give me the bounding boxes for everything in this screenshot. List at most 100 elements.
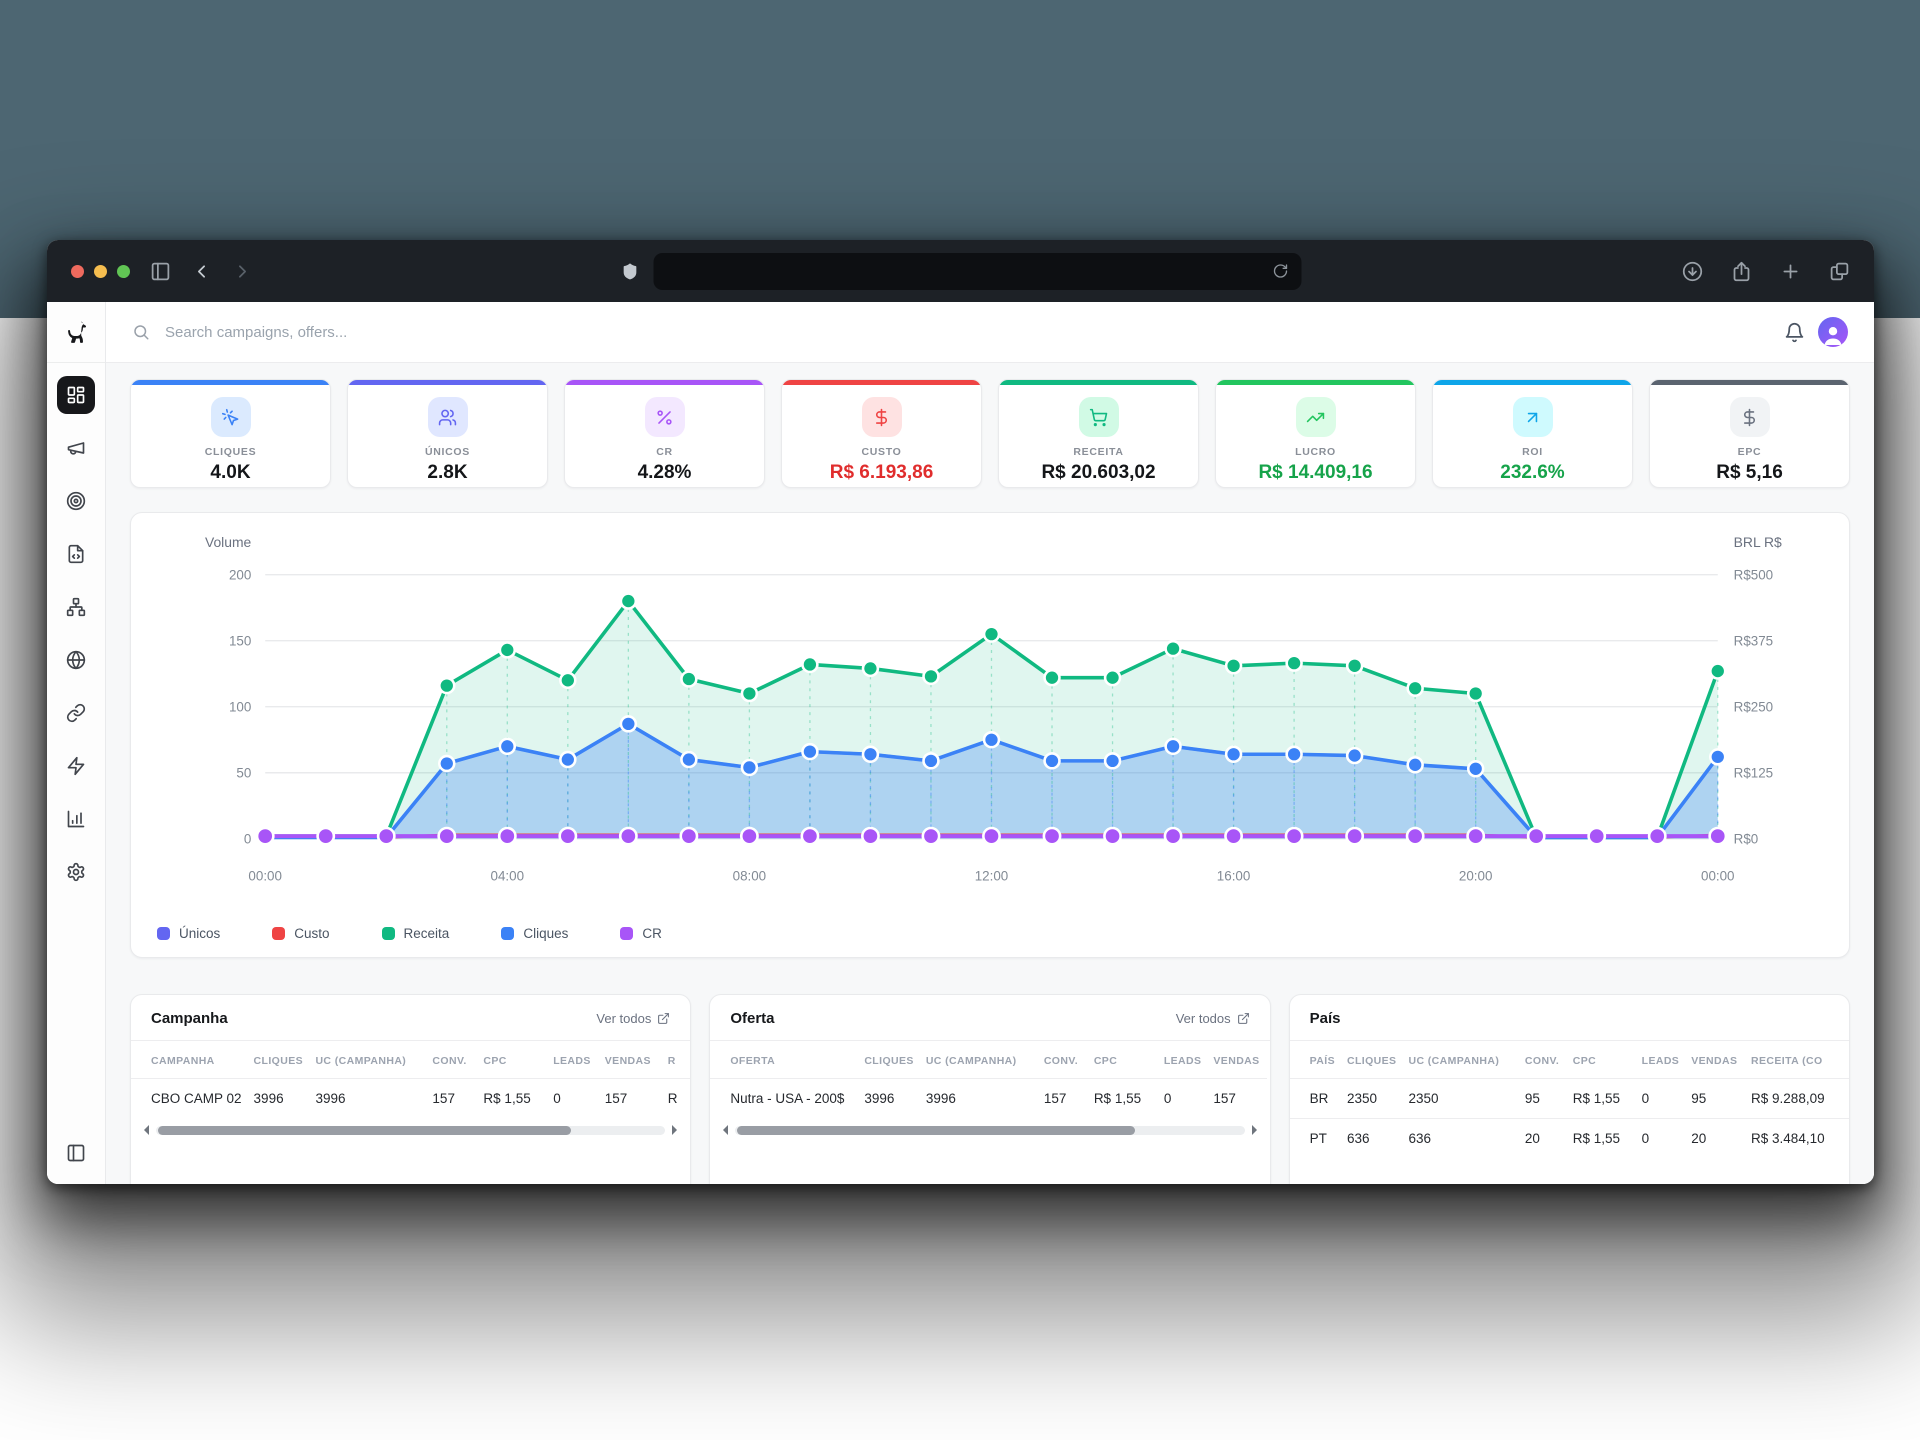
column-header: LEADS	[1641, 1055, 1680, 1068]
table-scroll-area: CAMPANHA CLIQUES UC (CAMPANHA) CONV. CPC LEAD…	[131, 1041, 691, 1119]
minimize-button[interactable]	[94, 264, 107, 278]
table-row[interactable]: PT 636 636 20 R$ 1,55 0 20 R$ 3.484,10	[1289, 1118, 1849, 1159]
search-icon	[132, 323, 150, 341]
mouse-click-icon	[221, 408, 239, 425]
table-cell: 157	[1207, 1078, 1268, 1119]
table-cell: R$ 1,55	[477, 1078, 548, 1119]
external-link-icon	[658, 1013, 670, 1025]
column-header: UC (CAMPANHA)	[925, 1055, 1017, 1068]
table-row[interactable]: BR 2350 2350 95 R$ 1,55 0 95 R$ 9.288,09	[1289, 1078, 1849, 1119]
kpi-card-custo: CUSTO R$ 6.193,86	[781, 379, 982, 488]
sidebar-collapse-icon[interactable]	[66, 1143, 86, 1168]
sidebar-item-dashboard[interactable]	[57, 376, 95, 414]
sidebar-item-automation[interactable]	[57, 747, 95, 785]
svg-text:150: 150	[229, 634, 251, 649]
legend-item-cliques[interactable]: Cliques	[501, 926, 568, 941]
sidebar-item-domains[interactable]	[57, 641, 95, 679]
table-scroll-area: PAÍS CLIQUES UC (CAMPANHA) CONV. CPC LEADS VEN…	[1289, 1041, 1849, 1159]
column-header: OFERTA	[730, 1055, 776, 1068]
close-button[interactable]	[71, 264, 84, 278]
address-bar[interactable]	[653, 252, 1301, 290]
table-cell: 0	[1635, 1078, 1686, 1119]
column-header: CAMPANHA	[151, 1055, 215, 1068]
column-header: CONV.	[432, 1055, 467, 1068]
ver-todos-link[interactable]: Ver todos	[1176, 1011, 1250, 1026]
table-row[interactable]: CBO CAMP 02 3996 3996 157 R$ 1,55 0 157 R	[131, 1078, 691, 1119]
table-row[interactable]: Nutra - USA - 200$ 3996 3996 157 R$ 1,55 0 157	[710, 1078, 1268, 1119]
kpi-card-únicos: ÚNICOS 2.8K	[347, 379, 548, 488]
table-cell: 3996	[309, 1078, 427, 1119]
bell-icon[interactable]	[1784, 322, 1805, 343]
legend-item-cr[interactable]: CR	[620, 926, 662, 941]
arrow-up-right-icon	[1527, 412, 1538, 422]
percent-icon	[657, 409, 672, 425]
avatar[interactable]	[1818, 317, 1848, 347]
sidebar-item-reports[interactable]	[57, 800, 95, 838]
kpi-card-cliques: CLIQUES 4.0K	[130, 379, 331, 488]
kpi-value: 2.8K	[427, 462, 468, 483]
app-logo[interactable]	[47, 302, 105, 363]
svg-text:R$0: R$0	[1734, 832, 1759, 847]
sidebar-item-campaigns[interactable]	[57, 429, 95, 467]
traffic-chart: 0 R$0 50 R$125 100 R$250 150 R$375 200 R$500 Volum…	[151, 529, 1829, 918]
sidebar-item-scripts[interactable]	[57, 535, 95, 573]
search-input[interactable]	[163, 322, 1771, 342]
table-cell: PT	[1289, 1118, 1341, 1159]
svg-text:Volume: Volume	[205, 534, 252, 550]
kpi-icon-badge	[1295, 397, 1336, 437]
trending-up-icon	[1306, 412, 1325, 422]
scrollbar-thumb[interactable]	[737, 1125, 1135, 1135]
kpi-label: CUSTO	[861, 446, 902, 458]
table-cell: 2350	[1340, 1078, 1403, 1119]
column-header: LEADS	[1163, 1055, 1202, 1068]
panel-left-icon	[67, 1144, 85, 1162]
kpi-icon-badge	[1729, 397, 1770, 437]
panel-left-icon[interactable]	[150, 261, 171, 282]
scroll-left-arrow[interactable]	[144, 1125, 149, 1136]
zoom-button[interactable]	[117, 264, 130, 278]
table-card-campanha: Campanha Ver todos CAMPANHA CLIQUES UC (CAMP…	[130, 994, 692, 1184]
share-icon[interactable]	[1731, 261, 1752, 282]
kpi-card-receita: RECEITA R$ 20.603,02	[998, 379, 1199, 488]
sidebar-item-settings[interactable]	[57, 853, 95, 891]
sidebar-item-links[interactable]	[57, 694, 95, 732]
table-cell: R$ 3.484,10	[1745, 1118, 1849, 1159]
new-tab-icon[interactable]	[1780, 261, 1801, 282]
table-card-header: País	[1289, 995, 1849, 1042]
table-title: País	[1309, 1010, 1341, 1028]
table-title: Oferta	[730, 1010, 775, 1028]
legend-swatch	[620, 927, 634, 941]
tabs-icon[interactable]	[1829, 261, 1850, 282]
shield-icon[interactable]	[620, 261, 639, 282]
app-header	[106, 302, 1874, 363]
legend-item-únicos[interactable]: Únicos	[157, 926, 220, 941]
scroll-left-arrow[interactable]	[723, 1125, 729, 1136]
table-cell: R$ 1,55	[1087, 1078, 1158, 1119]
network-icon	[66, 597, 86, 617]
forward-button[interactable]	[232, 261, 253, 282]
kpi-value: R$ 20.603,02	[1041, 462, 1156, 483]
legend-item-custo[interactable]: Custo	[272, 926, 330, 941]
legend-item-receita[interactable]: Receita	[381, 926, 449, 941]
scrollbar-thumb[interactable]	[158, 1125, 571, 1135]
table-cell: 157	[426, 1078, 478, 1119]
back-button[interactable]	[191, 261, 212, 282]
scrollbar-track[interactable]	[735, 1125, 1245, 1135]
scrollbar-track[interactable]	[156, 1125, 666, 1135]
column-header: CPC	[1093, 1055, 1118, 1068]
download-icon[interactable]	[1682, 261, 1703, 282]
ver-todos-link[interactable]: Ver todos	[596, 1011, 670, 1026]
scroll-right-arrow[interactable]	[1251, 1125, 1257, 1136]
svg-text:00:00: 00:00	[1701, 868, 1735, 883]
legend-swatch	[157, 927, 170, 941]
reload-icon[interactable]	[1272, 263, 1288, 279]
browser-window: CLIQUES 4.0K ÚNICOS 2.8K CR 4.28% CUSTO R$ 6.19…	[47, 240, 1874, 1184]
table-cell: 95	[1518, 1078, 1567, 1119]
browser-titlebar	[47, 240, 1874, 302]
kpi-label: ROI	[1522, 446, 1543, 458]
scroll-right-arrow[interactable]	[672, 1125, 678, 1136]
sidebar-item-funnels[interactable]	[57, 588, 95, 626]
sidebar-item-targeting[interactable]	[57, 482, 95, 520]
table-cell: 0	[1635, 1118, 1686, 1159]
kpi-icon-badge	[427, 397, 468, 437]
